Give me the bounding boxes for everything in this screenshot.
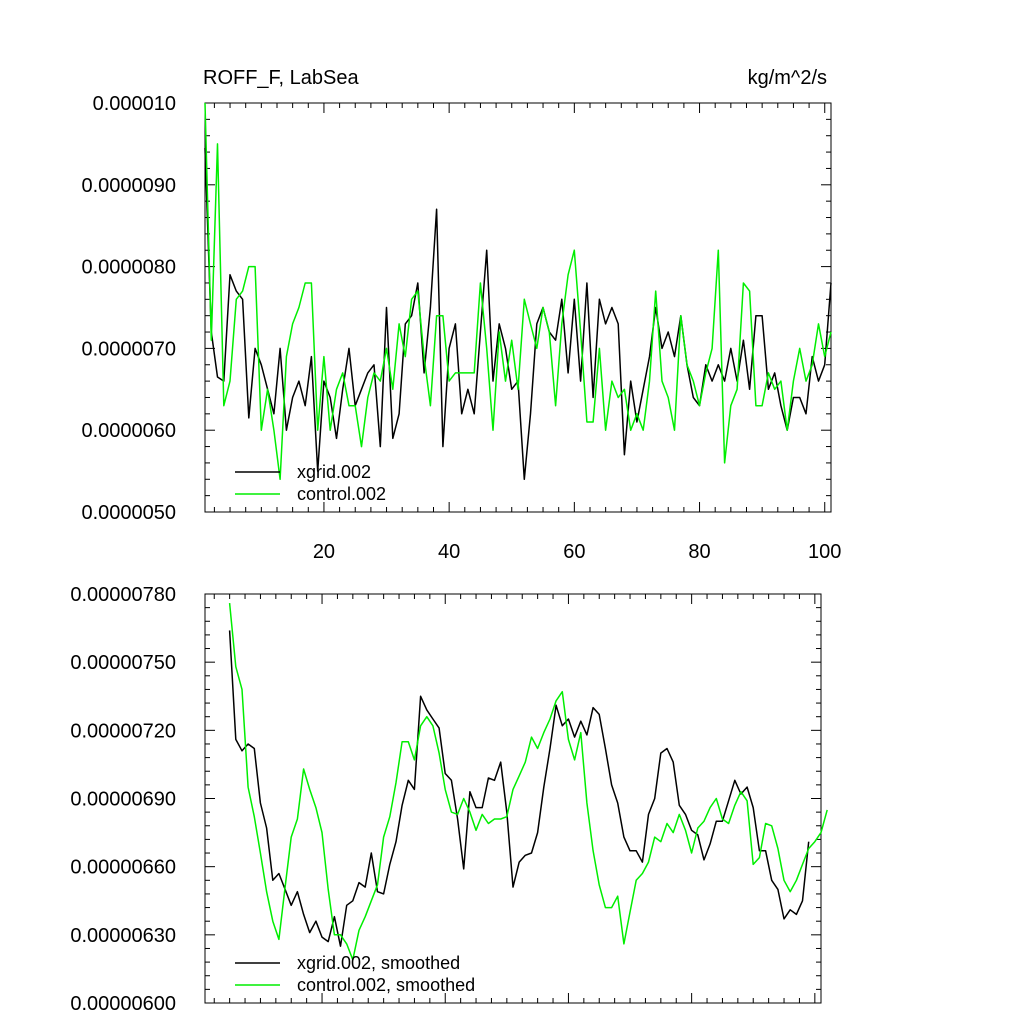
y-tick-label: 0.0000050 (81, 502, 176, 524)
top-panel-title: ROFF_F, LabSea (203, 67, 360, 89)
y-tick-label: 0.00000750 (70, 652, 176, 674)
series-line-0 (228, 630, 810, 947)
y-tick-label: 0.00000660 (70, 857, 176, 879)
top-panel: ROFF_F, LabSea kg/m^2/s 20 40 60 80 100 0.000… (81, 67, 841, 563)
x-tick-label: 60 (563, 541, 585, 563)
series-line-0 (204, 147, 832, 481)
y-tick-label: 0.0000080 (81, 257, 176, 279)
y-tick-label: 0.000010 (93, 93, 176, 115)
legend-label: xgrid.002 (297, 462, 371, 482)
bottom-panel: 0.00000600 0.00000630 0.00000660 0.00000690… (70, 584, 828, 1015)
x-tick-label: 40 (438, 541, 460, 563)
top-panel-units: kg/m^2/s (748, 67, 827, 89)
y-tick-label: 0.0000090 (81, 175, 176, 197)
x-tick-label: 80 (688, 541, 710, 563)
series-line-1 (204, 102, 832, 481)
x-tick-label: 100 (808, 541, 841, 563)
y-tick-label: 0.0000070 (81, 338, 176, 360)
series-line-1 (228, 603, 828, 961)
x-tick-label: 20 (313, 541, 335, 563)
y-tick-label: 0.0000060 (81, 420, 176, 442)
y-tick-label: 0.00000600 (70, 993, 176, 1015)
y-tick-label: 0.00000780 (70, 584, 176, 606)
legend-label: control.002, smoothed (297, 975, 475, 995)
y-tick-label: 0.00000630 (70, 925, 176, 947)
y-tick-label: 0.00000720 (70, 720, 176, 742)
legend-label: xgrid.002, smoothed (297, 953, 460, 973)
legend-label: control.002 (297, 484, 386, 504)
plot-frame (204, 102, 832, 513)
y-tick-label: 0.00000690 (70, 789, 176, 811)
